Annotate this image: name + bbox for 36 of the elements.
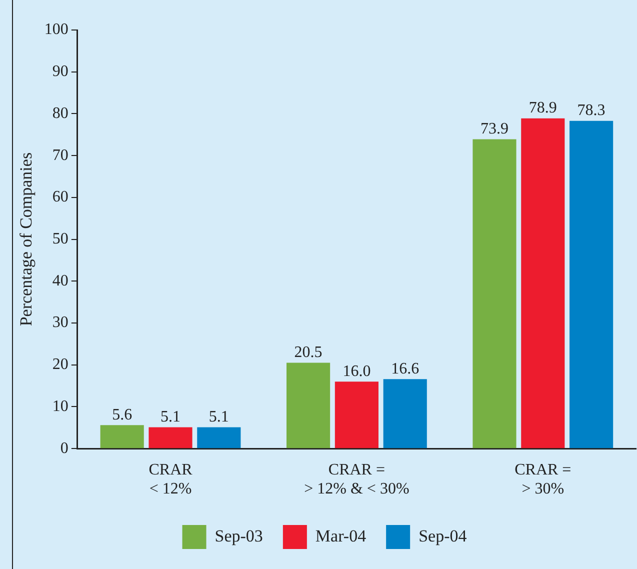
y-tick-label: 70	[52, 146, 68, 164]
text: 5.1	[208, 408, 229, 426]
y-tick-label: 60	[52, 188, 68, 206]
legend-label: Sep-03	[214, 526, 263, 546]
bar	[521, 118, 565, 448]
bar	[334, 382, 378, 448]
bar	[197, 427, 241, 448]
text: 20.5	[294, 344, 322, 361]
y-tick-label: 100	[44, 21, 68, 38]
legend-label: Sep-04	[418, 526, 468, 546]
text: 78.3	[577, 102, 606, 120]
text: 5.1	[160, 408, 180, 426]
x-tick-label: CRAR = > 30%	[514, 461, 572, 498]
y-axis-title: Percentage of Companies	[16, 152, 36, 326]
y-tick-label: 90	[52, 63, 68, 80]
x-tick-label: CRAR < 12%	[148, 461, 193, 498]
y-tick-label: 0	[60, 440, 68, 457]
text: 73.9	[480, 120, 508, 138]
y-tick-label: 40	[52, 272, 68, 290]
y-tick-label: 80	[52, 104, 68, 122]
y-tick-label: 20	[52, 356, 68, 374]
text: 16.0	[342, 362, 371, 380]
bar	[570, 120, 614, 448]
bar	[383, 379, 427, 448]
bar	[286, 362, 330, 448]
bar	[148, 427, 192, 448]
y-tick-label: 50	[52, 230, 68, 248]
bar	[100, 425, 144, 448]
text: 78.9	[528, 100, 557, 117]
text: 16.6	[391, 360, 420, 378]
x-tick-label: CRAR = > 12% & < 30%	[304, 461, 410, 498]
bar	[472, 139, 516, 448]
y-tick-label: 30	[52, 314, 68, 332]
y-tick-label: 10	[52, 398, 68, 415]
legend-label: Mar-04	[315, 526, 367, 546]
text: 5.6	[112, 406, 132, 424]
